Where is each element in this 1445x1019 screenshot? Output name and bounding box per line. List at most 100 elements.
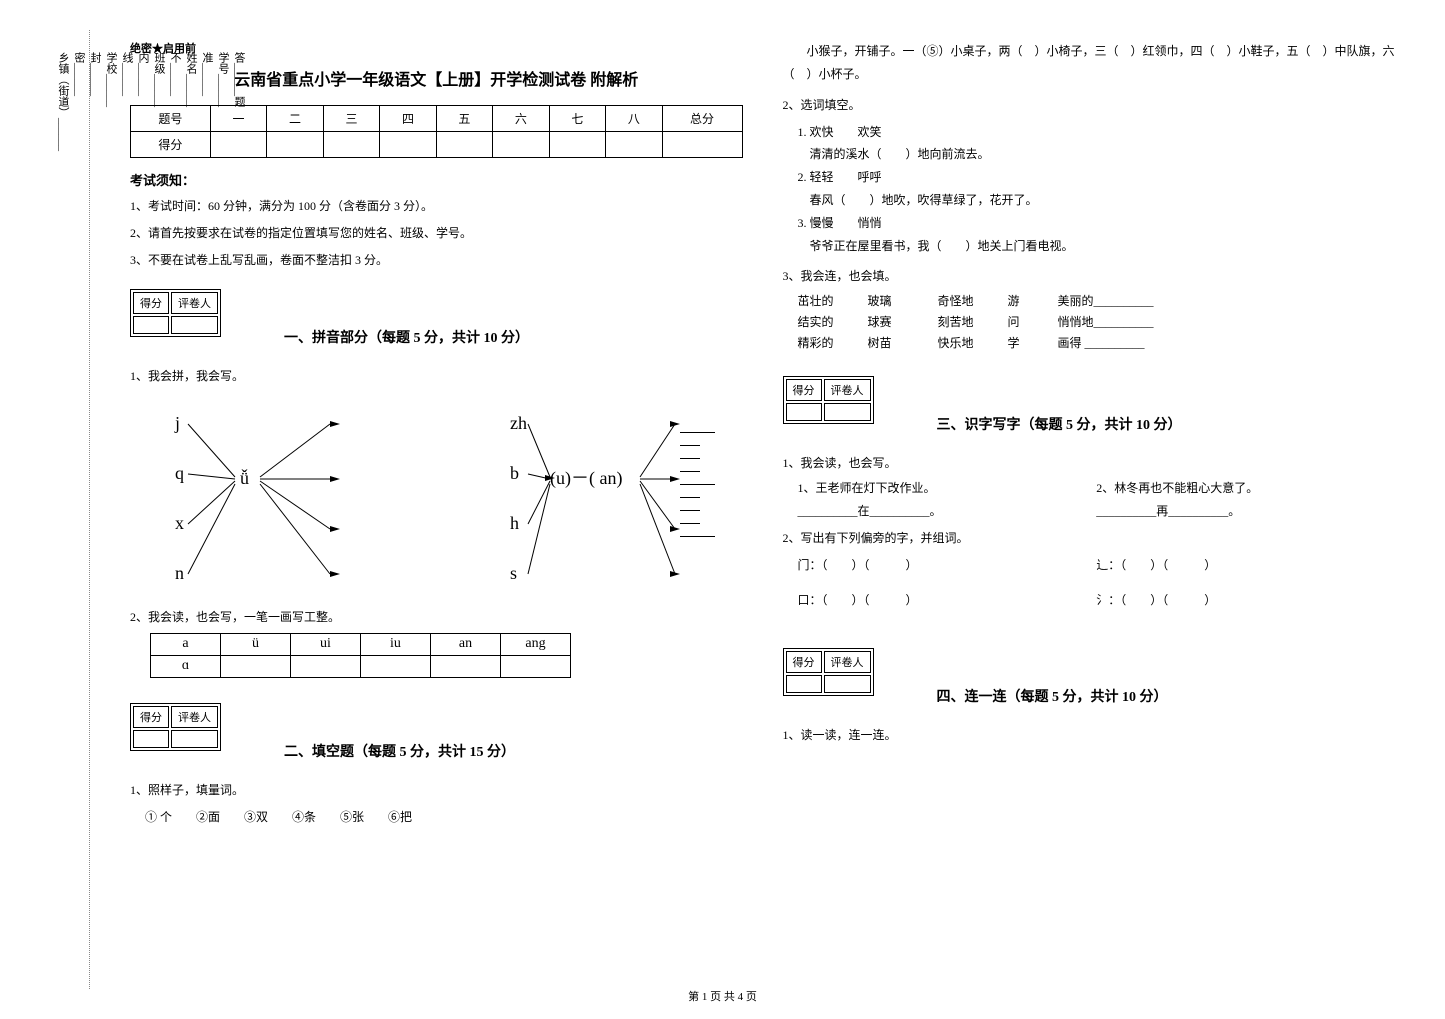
- q3-1-label: 1、我会读，也会写。: [783, 454, 1396, 471]
- measure-words: ① 个 ②面 ③双 ④条 ⑤张 ⑥把: [145, 806, 743, 829]
- letter-h: h: [510, 513, 519, 533]
- section-4-title: 四、连一连（每题 5 分，共计 10 分）: [937, 686, 1168, 706]
- q4-1-label: 1、读一读，连一连。: [783, 726, 1396, 743]
- pinyin-cell: iu: [361, 633, 431, 655]
- score-cell: [210, 132, 266, 158]
- ruler-tick: [680, 510, 700, 511]
- binding-label: 密______: [71, 52, 87, 948]
- arrow-icon: [670, 476, 680, 482]
- rule-text: 2、请首先按要求在试卷的指定位置填写您的姓名、班级、学号。: [130, 224, 743, 243]
- match-cell: 球赛: [868, 313, 938, 330]
- grader-cell: [824, 675, 871, 693]
- match-cell: 美丽的__________: [1058, 292, 1158, 309]
- connector-line: [188, 481, 235, 524]
- connector-line: [188, 424, 235, 477]
- connector-line: [260, 424, 330, 477]
- pinyin-writing-table: a ü ui iu an ang ɑ: [150, 633, 571, 678]
- ruler-tick: [680, 432, 715, 433]
- ruler-tick: [680, 523, 700, 524]
- score-cell: [786, 675, 822, 693]
- pinyin-combination-diagram: j q x n ǚ zh b h s: [130, 399, 743, 593]
- left-column: 绝密★启用前 云南省重点小学一年级语文【上册】开学检测试卷 附解析 题号 一 二…: [110, 30, 763, 969]
- binding-label: 封______: [87, 52, 103, 948]
- match-cell: 刻苦地: [938, 313, 1008, 330]
- radical-grid: 门：（ ）（ ） 辶：（ ）（ ） 口：（ ）（ ） 氵：（ ）（ ）: [798, 556, 1396, 608]
- rule-text: 1、考试时间：60 分钟，满分为 100 分（含卷面分 3 分）。: [130, 197, 743, 216]
- arrow-icon: [670, 526, 680, 532]
- match-cell: 问: [1008, 313, 1058, 330]
- score-header: 总分: [662, 106, 742, 132]
- q2-2-item: 爷爷正在屋里看书，我（ ）地关上门看电视。: [798, 235, 1396, 258]
- match-cell: 结实的: [798, 313, 868, 330]
- rule-text: 3、不要在试卷上乱写乱画，卷面不整洁扣 3 分。: [130, 251, 743, 270]
- score-header: 题号: [131, 106, 211, 132]
- arrow-icon: [670, 571, 680, 577]
- connector-line: [528, 424, 550, 477]
- ruler-tick: [680, 445, 700, 446]
- page-footer: 第 1 页 共 4 页: [0, 988, 1445, 1004]
- pinyin-cell: [431, 655, 501, 677]
- match-cell: 学: [1008, 334, 1058, 351]
- pinyin-cell: ui: [291, 633, 361, 655]
- pinyin-cell: [291, 655, 361, 677]
- q2-1-label: 1、照样子，填量词。: [130, 781, 743, 798]
- section-score-box: 得分评卷人: [783, 376, 874, 424]
- grader-cell: [171, 316, 218, 334]
- arrow-icon: [330, 476, 340, 482]
- connector-line: [640, 484, 675, 574]
- connector-line: [260, 484, 330, 574]
- score-header: 六: [493, 106, 549, 132]
- section-score-box: 得分评卷人: [130, 703, 221, 751]
- q2-2-item: 春风（ ）地吹，吹得草绿了，花开了。: [798, 189, 1396, 212]
- score-cell: [133, 730, 169, 748]
- ruler-tick: [680, 497, 700, 498]
- pinyin-cell: [361, 655, 431, 677]
- ruler-tick: [680, 458, 700, 459]
- connector-line: [640, 424, 675, 477]
- score-header: 四: [380, 106, 436, 132]
- score-header: 一: [210, 106, 266, 132]
- q3-1-blanks: __________在__________。 __________再______…: [798, 502, 1396, 519]
- score-summary-table: 题号 一 二 三 四 五 六 七 八 总分 得分: [130, 105, 743, 158]
- grader-label: 评卷人: [824, 379, 871, 401]
- arrow-icon: [330, 571, 340, 577]
- letter-zh: zh: [510, 413, 527, 433]
- page-content: 绝密★启用前 云南省重点小学一年级语文【上册】开学检测试卷 附解析 题号 一 二…: [110, 30, 1415, 969]
- connector-line: [528, 484, 550, 574]
- arrow-icon: [330, 421, 340, 427]
- score-label: 得分: [133, 706, 169, 728]
- q2-2-label: 2、选词填空。: [783, 96, 1396, 113]
- q1-1-label: 1、我会拼，我会写。: [130, 367, 743, 384]
- score-label: 得分: [786, 379, 822, 401]
- connector-line: [640, 481, 675, 529]
- letter-s: s: [510, 563, 517, 583]
- pinyin-cell: [221, 655, 291, 677]
- right-column: 小猴子，开铺子。一（⑤）小桌子，两（ ）小椅子，三（ ）红领巾，四（ ）小鞋子，…: [763, 30, 1416, 969]
- score-cell: [436, 132, 492, 158]
- score-cell: [662, 132, 742, 158]
- connector-line: [260, 481, 330, 529]
- section-score-box: 得分评卷人: [130, 289, 221, 337]
- grader-label: 评卷人: [171, 292, 218, 314]
- score-cell: [380, 132, 436, 158]
- table-row: a ü ui iu an ang: [151, 633, 571, 655]
- match-cell: 游: [1008, 292, 1058, 309]
- q3-1-blank1: __________在__________。: [798, 502, 1097, 519]
- section-3-title: 三、识字写字（每题 5 分，共计 10 分）: [937, 414, 1182, 434]
- ruler-tick: [680, 471, 700, 472]
- pinyin-cell: a: [151, 633, 221, 655]
- section-score-box: 得分评卷人: [783, 648, 874, 696]
- q2-2-item: 3. 慢慢 悄悄: [798, 212, 1396, 235]
- grader-cell: [824, 403, 871, 421]
- radical-item: 辶：（ ）（ ）: [1096, 556, 1395, 573]
- pinyin-cell: ang: [501, 633, 571, 655]
- score-cell: [267, 132, 323, 158]
- center-ruler-marks: [680, 420, 715, 549]
- match-cell: 悄悄地__________: [1058, 313, 1158, 330]
- q2-2-item: 2. 轻轻 呼呼: [798, 166, 1396, 189]
- pinyin-cell: ü: [221, 633, 291, 655]
- q3-2-label: 2、写出有下列偏旁的字，并组词。: [783, 529, 1396, 546]
- arrow-icon: [330, 526, 340, 532]
- match-cell: 奇怪地: [938, 292, 1008, 309]
- letter-uan-center: (u)－( an): [550, 468, 622, 489]
